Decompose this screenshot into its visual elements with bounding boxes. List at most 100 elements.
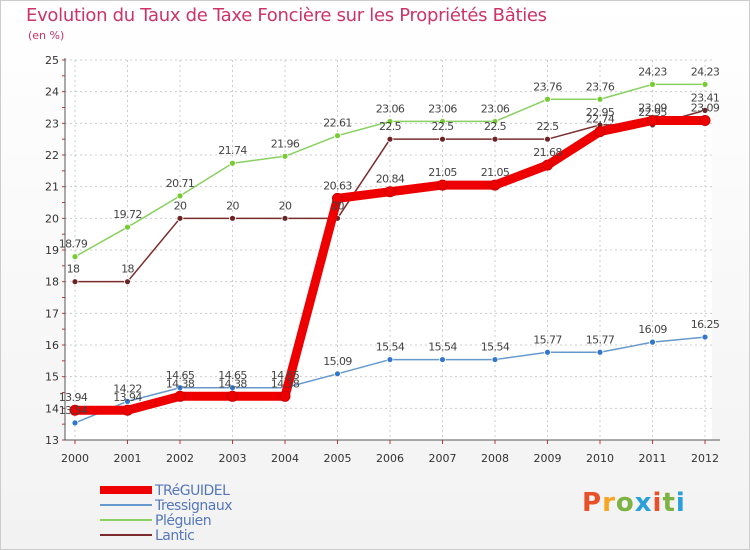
data-point bbox=[279, 390, 291, 402]
x-tick-label: 2007 bbox=[429, 452, 457, 465]
data-label: 15.54 bbox=[376, 341, 405, 354]
y-tick-label: 13 bbox=[45, 434, 59, 447]
data-point bbox=[227, 390, 238, 402]
data-point bbox=[649, 80, 656, 88]
y-tick-label: 16 bbox=[45, 339, 59, 352]
legend-label: Tressignaux bbox=[154, 498, 232, 514]
proxiti-logo: Proxiti bbox=[582, 488, 686, 518]
data-point bbox=[176, 214, 184, 222]
logo-letter: r bbox=[602, 488, 616, 518]
logo-letter: P bbox=[582, 488, 603, 518]
y-tick-label: 21 bbox=[45, 181, 59, 194]
data-point bbox=[122, 404, 133, 416]
data-label: 23.09 bbox=[638, 101, 667, 114]
chart-unit: (en %) bbox=[28, 29, 65, 42]
y-tick-label: 25 bbox=[45, 54, 59, 67]
data-label: 23.06 bbox=[428, 102, 457, 115]
data-point bbox=[124, 223, 131, 231]
data-label: 14.38 bbox=[218, 377, 247, 390]
data-label: 18 bbox=[67, 263, 80, 276]
data-label: 24.23 bbox=[638, 65, 667, 78]
data-label: 22.95 bbox=[638, 106, 667, 119]
data-label: 13.94 bbox=[59, 391, 88, 404]
data-label: 22.5 bbox=[536, 120, 559, 133]
data-label: 22.61 bbox=[323, 117, 352, 130]
data-label: 23.06 bbox=[481, 102, 510, 115]
data-label: 20 bbox=[279, 199, 292, 212]
data-label: 22.74 bbox=[586, 113, 615, 126]
data-point bbox=[594, 126, 606, 138]
data-point bbox=[491, 135, 499, 143]
y-tick-label: 14 bbox=[45, 402, 59, 415]
data-label: 24.23 bbox=[691, 65, 720, 78]
data-label: 14.65 bbox=[271, 369, 300, 382]
y-tick-label: 17 bbox=[45, 307, 59, 320]
data-point bbox=[647, 114, 658, 126]
data-label: 15.77 bbox=[586, 333, 615, 346]
data-label: 19.72 bbox=[113, 208, 142, 221]
data-point bbox=[174, 390, 186, 402]
data-point bbox=[69, 404, 81, 416]
data-point bbox=[71, 419, 79, 427]
data-point bbox=[124, 278, 131, 286]
data-label: 20.63 bbox=[323, 179, 352, 192]
legend-label: Pléguien bbox=[155, 513, 211, 529]
data-label: 23.06 bbox=[376, 102, 405, 115]
data-label: 20 bbox=[331, 199, 344, 212]
data-label: 14.65 bbox=[218, 369, 247, 382]
data-label: 21.74 bbox=[218, 144, 247, 157]
x-tick-label: 2008 bbox=[481, 452, 509, 465]
data-label: 20.84 bbox=[376, 173, 405, 186]
data-point bbox=[489, 179, 501, 191]
data-point bbox=[701, 106, 709, 114]
data-point bbox=[334, 370, 341, 378]
data-point bbox=[281, 214, 289, 222]
logo-letter: x bbox=[634, 488, 653, 518]
data-label: 13.94 bbox=[113, 391, 142, 404]
data-label: 14.22 bbox=[113, 382, 142, 395]
data-point bbox=[229, 159, 236, 167]
data-label: 21.05 bbox=[481, 166, 510, 179]
data-label: 15.09 bbox=[323, 355, 352, 368]
data-point bbox=[229, 384, 236, 392]
data-point bbox=[386, 118, 394, 125]
data-point bbox=[699, 114, 711, 126]
data-label: 15.77 bbox=[533, 333, 562, 346]
data-point bbox=[437, 179, 448, 191]
data-label: 20.71 bbox=[166, 177, 195, 190]
data-label: 13.54 bbox=[59, 404, 88, 417]
data-point bbox=[281, 152, 289, 160]
x-tick-label: 2010 bbox=[586, 452, 614, 465]
data-point bbox=[491, 356, 499, 363]
y-tick-label: 23 bbox=[45, 117, 59, 130]
data-label: 14.38 bbox=[166, 377, 195, 390]
data-point bbox=[596, 348, 604, 356]
data-point bbox=[71, 253, 79, 261]
data-label: 15.54 bbox=[428, 341, 457, 354]
data-point bbox=[176, 384, 184, 392]
data-label: 22.5 bbox=[484, 120, 507, 133]
y-tick-label: 24 bbox=[45, 86, 59, 99]
data-point bbox=[491, 118, 499, 125]
data-point bbox=[701, 80, 709, 88]
data-point bbox=[544, 348, 551, 356]
data-point bbox=[176, 192, 184, 200]
data-point bbox=[384, 186, 396, 198]
data-label: 16.25 bbox=[691, 318, 720, 331]
x-tick-label: 2004 bbox=[271, 452, 299, 465]
data-point bbox=[386, 135, 394, 143]
data-point bbox=[544, 95, 551, 103]
data-label: 18.79 bbox=[59, 238, 88, 251]
data-label: 23.09 bbox=[691, 101, 720, 114]
data-point bbox=[649, 338, 656, 346]
data-label: 21.68 bbox=[533, 146, 562, 159]
legend-label: Lantic bbox=[155, 528, 194, 544]
y-tick-label: 19 bbox=[45, 244, 59, 257]
data-point bbox=[439, 118, 446, 125]
legend-label: TRéGUIDEL bbox=[154, 483, 230, 499]
data-point bbox=[71, 278, 79, 286]
y-tick-label: 18 bbox=[45, 276, 59, 289]
data-label: 15.54 bbox=[481, 341, 510, 354]
y-tick-label: 20 bbox=[45, 212, 59, 225]
